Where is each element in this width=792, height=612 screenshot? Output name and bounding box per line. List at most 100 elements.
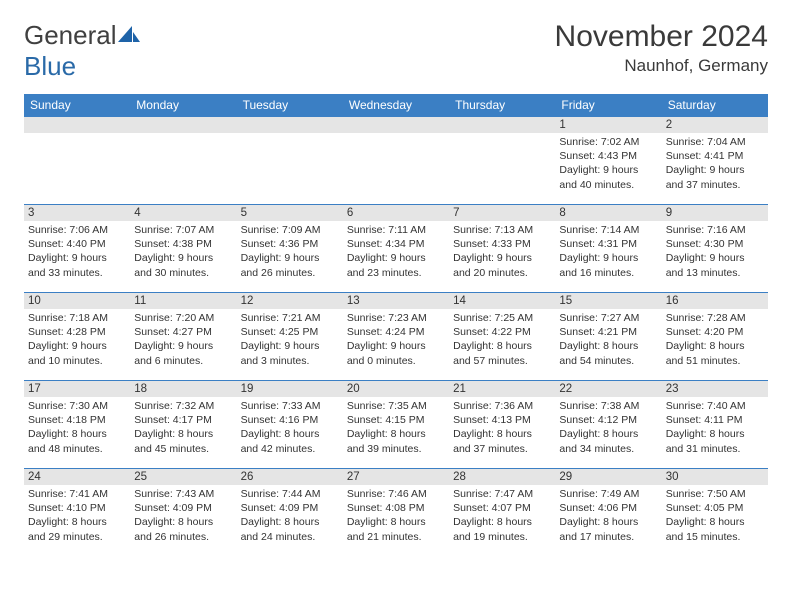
day-details: Sunrise: 7:21 AMSunset: 4:25 PMDaylight:… [237, 309, 343, 372]
day-number: 26 [237, 469, 343, 485]
calendar-cell: 29Sunrise: 7:49 AMSunset: 4:06 PMDayligh… [555, 469, 661, 557]
day-number: 25 [130, 469, 236, 485]
daylight-line: Daylight: 9 hours and 23 minutes. [347, 251, 445, 279]
calendar-cell: 2Sunrise: 7:04 AMSunset: 4:41 PMDaylight… [662, 117, 768, 205]
calendar-cell: 27Sunrise: 7:46 AMSunset: 4:08 PMDayligh… [343, 469, 449, 557]
sunrise-line: Sunrise: 7:20 AM [134, 311, 232, 325]
day-number: 21 [449, 381, 555, 397]
sunrise-line: Sunrise: 7:33 AM [241, 399, 339, 413]
daylight-line: Daylight: 8 hours and 34 minutes. [559, 427, 657, 455]
calendar-cell: 16Sunrise: 7:28 AMSunset: 4:20 PMDayligh… [662, 293, 768, 381]
calendar-cell: 3Sunrise: 7:06 AMSunset: 4:40 PMDaylight… [24, 205, 130, 293]
calendar-week: 3Sunrise: 7:06 AMSunset: 4:40 PMDaylight… [24, 205, 768, 293]
weekday-header: Tuesday [237, 94, 343, 117]
sunset-line: Sunset: 4:13 PM [453, 413, 551, 427]
calendar-cell: 26 Sunrise: 7:44 AMSunset: 4:09 PMDayligh… [237, 469, 343, 557]
calendar-week: 10Sunrise: 7:18 AMSunset: 4:28 PMDayligh… [24, 293, 768, 381]
day-details [343, 133, 449, 139]
daylight-line: Daylight: 9 hours and 40 minutes. [559, 163, 657, 191]
day-details: Sunrise: 7:20 AMSunset: 4:27 PMDaylight:… [130, 309, 236, 372]
calendar-table: SundayMondayTuesdayWednesdayThursdayFrid… [24, 94, 768, 557]
day-number [24, 117, 130, 133]
day-number: 17 [24, 381, 130, 397]
day-details: Sunrise: 7:23 AMSunset: 4:24 PMDaylight:… [343, 309, 449, 372]
daylight-line: Daylight: 9 hours and 20 minutes. [453, 251, 551, 279]
day-details: Sunrise: 7:40 AMSunset: 4:11 PMDaylight:… [662, 397, 768, 460]
sunset-line: Sunset: 4:38 PM [134, 237, 232, 251]
calendar-cell [449, 117, 555, 205]
day-number: 28 [449, 469, 555, 485]
sunset-line: Sunset: 4:27 PM [134, 325, 232, 339]
day-details: Sunrise: 7:06 AMSunset: 4:40 PMDaylight:… [24, 221, 130, 284]
calendar-cell: 18Sunrise: 7:32 AMSunset: 4:17 PMDayligh… [130, 381, 236, 469]
day-details: Sunrise: 7:49 AMSunset: 4:06 PMDaylight:… [555, 485, 661, 548]
logo-sail-icon [118, 20, 140, 51]
calendar-cell: 6Sunrise: 7:11 AMSunset: 4:34 PMDaylight… [343, 205, 449, 293]
sunset-line: Sunset: 4:07 PM [453, 501, 551, 515]
sunrise-line: Sunrise: 7:44 AM [241, 487, 339, 501]
sunrise-line: Sunrise: 7:47 AM [453, 487, 551, 501]
calendar-cell: 7Sunrise: 7:13 AMSunset: 4:33 PMDaylight… [449, 205, 555, 293]
daylight-line: Daylight: 9 hours and 30 minutes. [134, 251, 232, 279]
location: Naunhof, Germany [555, 56, 768, 76]
day-details: Sunrise: 7:41 AMSunset: 4:10 PMDaylight:… [24, 485, 130, 548]
sunrise-line: Sunrise: 7:04 AM [666, 135, 764, 149]
day-details: Sunrise: 7:07 AMSunset: 4:38 PMDaylight:… [130, 221, 236, 284]
day-details: Sunrise: 7:18 AMSunset: 4:28 PMDaylight:… [24, 309, 130, 372]
daylight-line: Daylight: 8 hours and 29 minutes. [28, 515, 126, 543]
daylight-line: Daylight: 8 hours and 54 minutes. [559, 339, 657, 367]
calendar-body: 1Sunrise: 7:02 AMSunset: 4:43 PMDaylight… [24, 117, 768, 557]
calendar-cell: 9Sunrise: 7:16 AMSunset: 4:30 PMDaylight… [662, 205, 768, 293]
day-number: 3 [24, 205, 130, 221]
calendar-cell: 21Sunrise: 7:36 AMSunset: 4:13 PMDayligh… [449, 381, 555, 469]
daylight-line: Daylight: 9 hours and 13 minutes. [666, 251, 764, 279]
day-number: 19 [237, 381, 343, 397]
daylight-line: Daylight: 8 hours and 17 minutes. [559, 515, 657, 543]
sunset-line: Sunset: 4:41 PM [666, 149, 764, 163]
sunrise-line: Sunrise: 7:50 AM [666, 487, 764, 501]
sunset-line: Sunset: 4:09 PM [241, 501, 339, 515]
daylight-line: Daylight: 8 hours and 24 minutes. [241, 515, 339, 543]
daylight-line: Daylight: 9 hours and 16 minutes. [559, 251, 657, 279]
day-number: 18 [130, 381, 236, 397]
calendar-cell: 30Sunrise: 7:50 AMSunset: 4:05 PMDayligh… [662, 469, 768, 557]
sunrise-line: Sunrise: 7:36 AM [453, 399, 551, 413]
day-number: 8 [555, 205, 661, 221]
day-number: 22 [555, 381, 661, 397]
sunrise-line: Sunrise: 7:30 AM [28, 399, 126, 413]
calendar-cell: 17Sunrise: 7:30 AMSunset: 4:18 PMDayligh… [24, 381, 130, 469]
weekday-row: SundayMondayTuesdayWednesdayThursdayFrid… [24, 94, 768, 117]
calendar-head: SundayMondayTuesdayWednesdayThursdayFrid… [24, 94, 768, 117]
month-title: November 2024 [555, 20, 768, 54]
day-number: 30 [662, 469, 768, 485]
day-number: 15 [555, 293, 661, 309]
sunrise-line: Sunrise: 7:28 AM [666, 311, 764, 325]
sunset-line: Sunset: 4:21 PM [559, 325, 657, 339]
day-number: 14 [449, 293, 555, 309]
day-number [237, 117, 343, 133]
sunset-line: Sunset: 4:15 PM [347, 413, 445, 427]
sunset-line: Sunset: 4:08 PM [347, 501, 445, 515]
day-details: Sunrise: 7:33 AMSunset: 4:16 PMDaylight:… [237, 397, 343, 460]
daylight-line: Daylight: 8 hours and 31 minutes. [666, 427, 764, 455]
day-number: 11 [130, 293, 236, 309]
weekday-header: Saturday [662, 94, 768, 117]
sunrise-line: Sunrise: 7:13 AM [453, 223, 551, 237]
daylight-line: Daylight: 9 hours and 10 minutes. [28, 339, 126, 367]
weekday-header: Monday [130, 94, 236, 117]
daylight-line: Daylight: 8 hours and 39 minutes. [347, 427, 445, 455]
calendar-cell: 14Sunrise: 7:25 AMSunset: 4:22 PMDayligh… [449, 293, 555, 381]
sunrise-line: Sunrise: 7:41 AM [28, 487, 126, 501]
sunset-line: Sunset: 4:40 PM [28, 237, 126, 251]
day-details: Sunrise: 7:43 AMSunset: 4:09 PMDaylight:… [130, 485, 236, 548]
calendar-cell [343, 117, 449, 205]
daylight-line: Daylight: 9 hours and 3 minutes. [241, 339, 339, 367]
daylight-line: Daylight: 8 hours and 19 minutes. [453, 515, 551, 543]
logo: General Blue [24, 20, 140, 82]
sunset-line: Sunset: 4:12 PM [559, 413, 657, 427]
sunrise-line: Sunrise: 7:27 AM [559, 311, 657, 325]
sunset-line: Sunset: 4:31 PM [559, 237, 657, 251]
logo-word2: Blue [24, 51, 76, 81]
day-details: Sunrise: 7:25 AMSunset: 4:22 PMDaylight:… [449, 309, 555, 372]
sunrise-line: Sunrise: 7:16 AM [666, 223, 764, 237]
